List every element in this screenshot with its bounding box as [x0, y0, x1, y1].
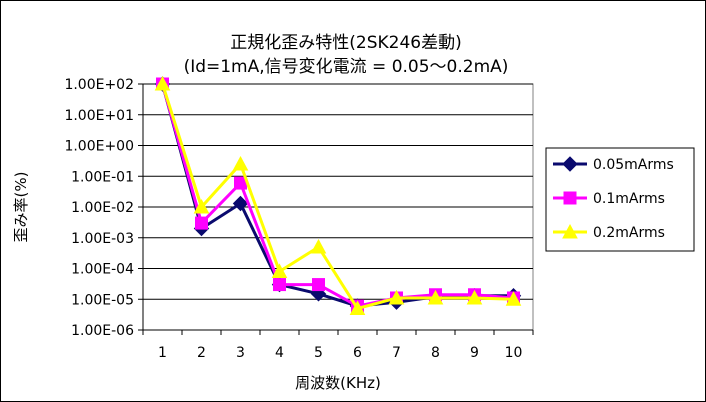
data-point [505, 291, 522, 306]
series-lines [154, 75, 522, 316]
y-tick-label: 1.00E-06 [71, 323, 134, 339]
y-tick-label: 1.00E-01 [71, 169, 134, 185]
series-3 [154, 75, 522, 316]
series-line [161, 83, 514, 311]
x-tick-label: 4 [275, 345, 284, 361]
data-point [271, 263, 288, 278]
data-point [273, 278, 286, 292]
legend-label: 0.2mArms [593, 225, 665, 241]
legend-marker [562, 223, 578, 239]
legend-marker [563, 191, 577, 205]
data-point [193, 198, 210, 214]
x-tick-label: 9 [470, 345, 479, 361]
chart-title: 正規化歪み特性(2SK246差動) [230, 33, 461, 53]
data-point [312, 278, 325, 292]
x-tick-label: 10 [505, 345, 523, 361]
y-tick-label: 1.00E+02 [64, 77, 134, 93]
data-point [154, 75, 171, 91]
legend-item: 0.05mArms [553, 156, 674, 173]
legend-label: 0.05mArms [593, 157, 674, 173]
data-point [195, 216, 208, 230]
data-point [427, 289, 444, 305]
legend-item: 0.2mArms [553, 223, 665, 241]
y-axis-label: 歪み率(%) [12, 172, 30, 243]
data-point [310, 238, 327, 254]
legend-marker [562, 156, 578, 172]
chart-subtitle: (Id=1mA,信号変化電流 = 0.05～0.2mA) [184, 57, 509, 77]
data-point [232, 155, 249, 171]
legend: 0.05mArms 0.1mArms 0.2mArms [553, 156, 674, 241]
data-point [232, 195, 249, 212]
y-tick-label: 1.00E-03 [71, 231, 134, 247]
y-tick-label: 1.00E+00 [64, 139, 134, 155]
y-tick-label: 1.00E-05 [71, 292, 134, 308]
series-line [161, 83, 514, 308]
data-point [388, 289, 405, 305]
x-tick-label: 7 [392, 345, 401, 361]
y-tick-label: 1.00E-04 [71, 262, 134, 278]
data-point [466, 289, 483, 305]
x-axis-ticks: 1 2 3 4 5 6 7 8 9 10 [142, 329, 534, 361]
x-tick-label: 3 [236, 345, 245, 361]
y-tick-label: 1.00E+01 [64, 108, 134, 124]
y-axis-ticks: 1.00E+02 1.00E+01 1.00E+00 1.00E-01 1.00E-02… [64, 77, 144, 339]
data-point [349, 300, 366, 316]
x-tick-label: 1 [158, 345, 167, 361]
x-tick-label: 8 [431, 345, 440, 361]
legend-item: 0.1mArms [553, 191, 665, 207]
legend-label: 0.1mArms [593, 191, 665, 207]
y-tick-label: 1.00E-02 [71, 200, 134, 216]
x-tick-label: 5 [314, 345, 323, 361]
x-tick-label: 2 [197, 345, 206, 361]
x-axis-label: 周波数(KHz) [295, 374, 381, 392]
series-line [161, 83, 514, 308]
x-tick-label: 6 [353, 345, 362, 361]
